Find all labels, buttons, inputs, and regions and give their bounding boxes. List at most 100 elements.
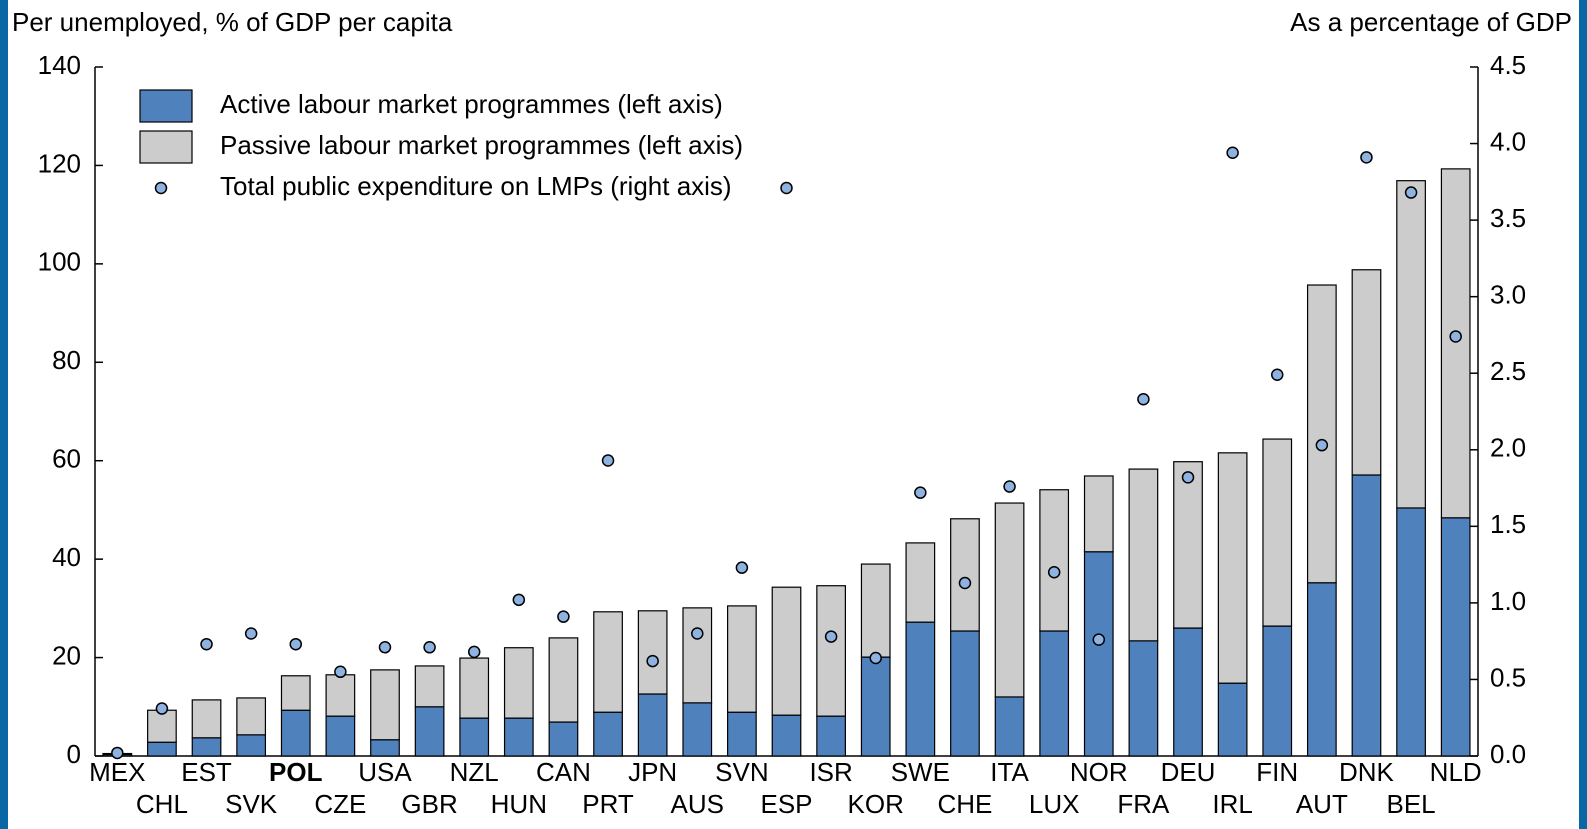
x-tick-label: ISR [809,757,852,787]
bar [325,715,356,757]
x-tick-label: USA [358,757,412,787]
bar [191,737,222,757]
bar [1128,468,1159,642]
y-tick-label: 60 [52,444,81,474]
dot [200,637,213,651]
x-tick-label: FRA [1117,789,1170,819]
x-tick-label: AUT [1296,789,1348,819]
x-tick-label: POL [269,757,323,787]
x-tick-label: SWE [891,757,950,787]
x-tick-label: NZL [450,757,499,787]
bar [860,656,891,757]
dot [601,454,615,467]
x-tick-label: NLD [1430,757,1482,787]
dot [155,702,169,715]
bar [503,717,534,757]
bar [1173,461,1203,629]
y-tick-label: 40 [52,542,81,572]
legend-swatch [139,130,193,164]
x-tick-label: MEX [89,757,145,787]
x-tick-label: EST [181,757,232,787]
x-tick-label: DNK [1339,757,1395,787]
bar [682,702,713,757]
x-tick-label: KOR [848,789,904,819]
dot [244,627,258,640]
y-tick-label: 140 [38,50,81,80]
legend-swatch [154,181,168,195]
dot [1360,151,1373,164]
bar [816,585,846,717]
y-tick-label: 20 [52,640,81,670]
x-tick-label: IRL [1212,789,1252,819]
y-tick-label: 100 [38,247,81,277]
x-tick-label: NOR [1070,757,1128,787]
bar [1083,551,1114,757]
dot [1181,471,1195,484]
y2-tick-label: 3.5 [1490,203,1526,233]
x-tick-label: SVK [225,789,278,819]
bar [503,647,534,719]
dot [557,610,570,623]
bar [1351,269,1382,476]
x-tick-label: AUS [671,789,724,819]
bar [994,696,1025,757]
bar [637,610,668,695]
y2-tick-label: 4.5 [1490,50,1526,80]
x-tick-label: DEU [1161,757,1216,787]
bar [727,605,757,713]
bar [771,714,802,757]
y2-axis-label: As a percentage of GDP [1290,7,1572,37]
y2-tick-label: 1.0 [1490,586,1526,616]
bar [1396,180,1426,509]
dot [512,593,526,607]
bar [459,717,490,757]
x-tick-label: CHL [136,789,188,819]
bar [994,502,1025,698]
bar [414,665,445,708]
bar [459,657,490,719]
dot [958,576,972,590]
bar [905,542,936,623]
bar [682,607,713,704]
dot [780,181,793,195]
bar [1217,682,1248,757]
dot [1315,438,1329,452]
bar [548,637,579,723]
x-tick-label: CHE [937,789,992,819]
x-tick-label: JPN [628,757,677,787]
x-tick-label: CAN [536,757,591,787]
dot [111,746,124,760]
bar [1039,489,1070,632]
bar [1306,582,1337,757]
x-tick-label: HUN [491,789,547,819]
y-tick-label: 80 [52,345,81,375]
x-tick-label: GBR [401,789,457,819]
border [1579,0,1587,829]
bar [147,741,177,757]
dot [914,486,927,499]
bar [191,699,222,739]
bar [236,697,267,736]
bar [370,739,400,757]
dot [423,641,436,654]
x-tick-label: LUX [1029,789,1080,819]
dot [735,561,749,574]
y2-tick-label: 2.0 [1490,433,1526,463]
dot [1047,566,1061,579]
bar [950,518,980,632]
bar [370,669,400,741]
bar [1440,168,1471,519]
bar [1306,284,1337,584]
y2-tick-label: 0.0 [1490,739,1526,769]
dot [1270,368,1284,382]
dot [646,654,659,668]
bar [236,734,267,757]
bar [771,586,802,716]
bar [1440,517,1471,757]
x-tick-label: ITA [990,757,1029,787]
bar [414,706,445,757]
x-tick-label: BEL [1387,789,1436,819]
y2-tick-label: 4.0 [1490,126,1526,156]
